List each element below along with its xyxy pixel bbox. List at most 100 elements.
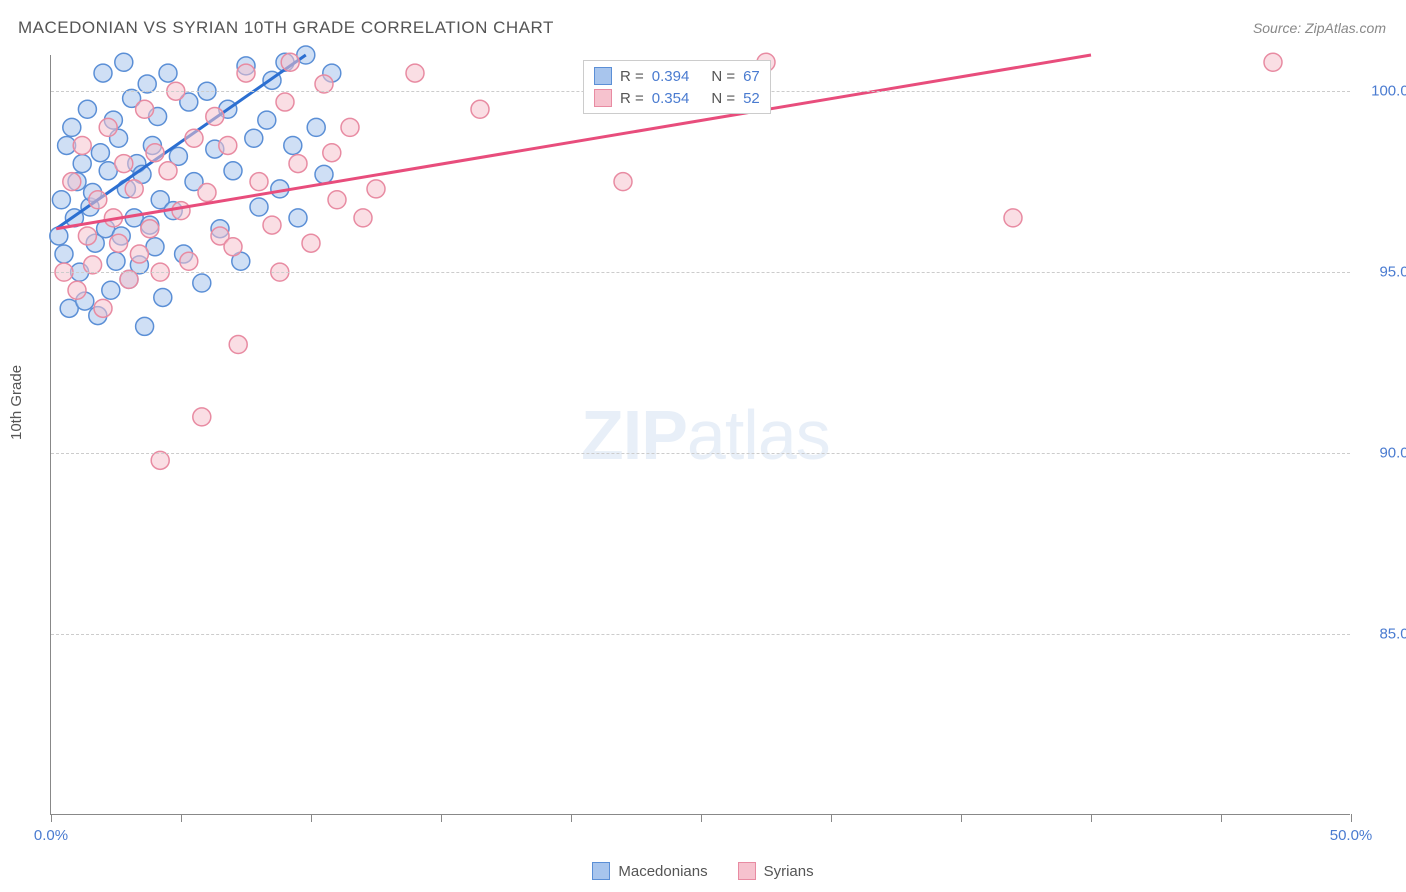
legend-stats-row: R = 0.354 N = 52 <box>594 87 760 109</box>
scatter-point <box>136 100 154 118</box>
scatter-point <box>141 220 159 238</box>
x-tick-mark <box>1221 814 1222 822</box>
scatter-point <box>180 252 198 270</box>
x-tick-mark <box>571 814 572 822</box>
x-tick-mark <box>831 814 832 822</box>
scatter-point <box>94 64 112 82</box>
scatter-point <box>172 202 190 220</box>
scatter-point <box>224 162 242 180</box>
x-tick-mark <box>441 814 442 822</box>
scatter-point <box>289 209 307 227</box>
scatter-point <box>185 129 203 147</box>
grid-line <box>51 634 1350 635</box>
x-tick-mark <box>51 814 52 822</box>
x-tick-label: 0.0% <box>34 827 68 844</box>
scatter-point <box>193 274 211 292</box>
legend-series-name: Macedonians <box>618 863 707 880</box>
scatter-point <box>159 162 177 180</box>
scatter-point <box>68 281 86 299</box>
scatter-point <box>91 144 109 162</box>
scatter-point <box>99 118 117 136</box>
scatter-point <box>258 111 276 129</box>
scatter-point <box>115 155 133 173</box>
y-tick-label: 85.0% <box>1360 626 1406 643</box>
legend-swatch <box>592 862 610 880</box>
legend-n-value: 67 <box>743 68 760 85</box>
scatter-point <box>146 144 164 162</box>
legend-r-value: 0.394 <box>652 68 690 85</box>
legend-swatch <box>738 862 756 880</box>
scatter-point <box>159 64 177 82</box>
legend-swatch <box>594 89 612 107</box>
legend-n-label: N = <box>711 90 735 107</box>
scatter-point <box>224 238 242 256</box>
legend-n-value: 52 <box>743 90 760 107</box>
scatter-point <box>250 198 268 216</box>
legend-r-label: R = <box>620 68 644 85</box>
y-tick-label: 95.0% <box>1360 264 1406 281</box>
chart-svg <box>51 55 1350 814</box>
scatter-point <box>73 155 91 173</box>
x-tick-mark <box>181 814 182 822</box>
legend-item: Syrians <box>738 862 814 880</box>
scatter-point <box>102 281 120 299</box>
scatter-point <box>154 288 172 306</box>
chart-title: MACEDONIAN VS SYRIAN 10TH GRADE CORRELAT… <box>18 18 554 38</box>
x-tick-mark <box>961 814 962 822</box>
scatter-point <box>229 336 247 354</box>
scatter-point <box>78 100 96 118</box>
scatter-point <box>284 136 302 154</box>
source-label: Source: ZipAtlas.com <box>1253 20 1386 36</box>
scatter-point <box>245 129 263 147</box>
scatter-point <box>73 136 91 154</box>
scatter-point <box>206 108 224 126</box>
legend-series-name: Syrians <box>764 863 814 880</box>
scatter-point <box>107 252 125 270</box>
x-tick-mark <box>701 814 702 822</box>
scatter-point <box>110 234 128 252</box>
scatter-point <box>323 144 341 162</box>
scatter-point <box>130 245 148 263</box>
scatter-point <box>94 299 112 317</box>
grid-line <box>51 453 1350 454</box>
legend-stats: R = 0.394 N = 67 R = 0.354 N = 52 <box>583 60 771 114</box>
scatter-point <box>250 173 268 191</box>
scatter-point <box>276 93 294 111</box>
scatter-point <box>263 216 281 234</box>
scatter-point <box>237 64 255 82</box>
x-tick-mark <box>311 814 312 822</box>
grid-line <box>51 272 1350 273</box>
legend-swatch <box>594 67 612 85</box>
scatter-point <box>198 184 216 202</box>
legend-n-label: N = <box>711 68 735 85</box>
scatter-point <box>614 173 632 191</box>
scatter-point <box>341 118 359 136</box>
scatter-point <box>219 136 237 154</box>
scatter-point <box>302 234 320 252</box>
scatter-point <box>193 408 211 426</box>
scatter-point <box>354 209 372 227</box>
x-tick-label: 50.0% <box>1330 827 1373 844</box>
scatter-point <box>328 191 346 209</box>
legend-bottom: Macedonians Syrians <box>0 862 1406 880</box>
scatter-point <box>125 180 143 198</box>
plot-area: ZIPatlas 85.0%90.0%95.0%100.0%0.0%50.0% <box>50 55 1350 815</box>
legend-r-label: R = <box>620 90 644 107</box>
legend-r-value: 0.354 <box>652 90 690 107</box>
scatter-point <box>136 317 154 335</box>
scatter-point <box>78 227 96 245</box>
legend-stats-row: R = 0.394 N = 67 <box>594 65 760 87</box>
x-tick-mark <box>1351 814 1352 822</box>
scatter-point <box>406 64 424 82</box>
scatter-point <box>281 53 299 71</box>
x-tick-mark <box>1091 814 1092 822</box>
scatter-point <box>55 245 73 263</box>
scatter-point <box>307 118 325 136</box>
scatter-point <box>367 180 385 198</box>
scatter-point <box>471 100 489 118</box>
scatter-point <box>52 191 70 209</box>
scatter-point <box>115 53 133 71</box>
y-tick-label: 90.0% <box>1360 445 1406 462</box>
scatter-point <box>1264 53 1282 71</box>
scatter-point <box>1004 209 1022 227</box>
